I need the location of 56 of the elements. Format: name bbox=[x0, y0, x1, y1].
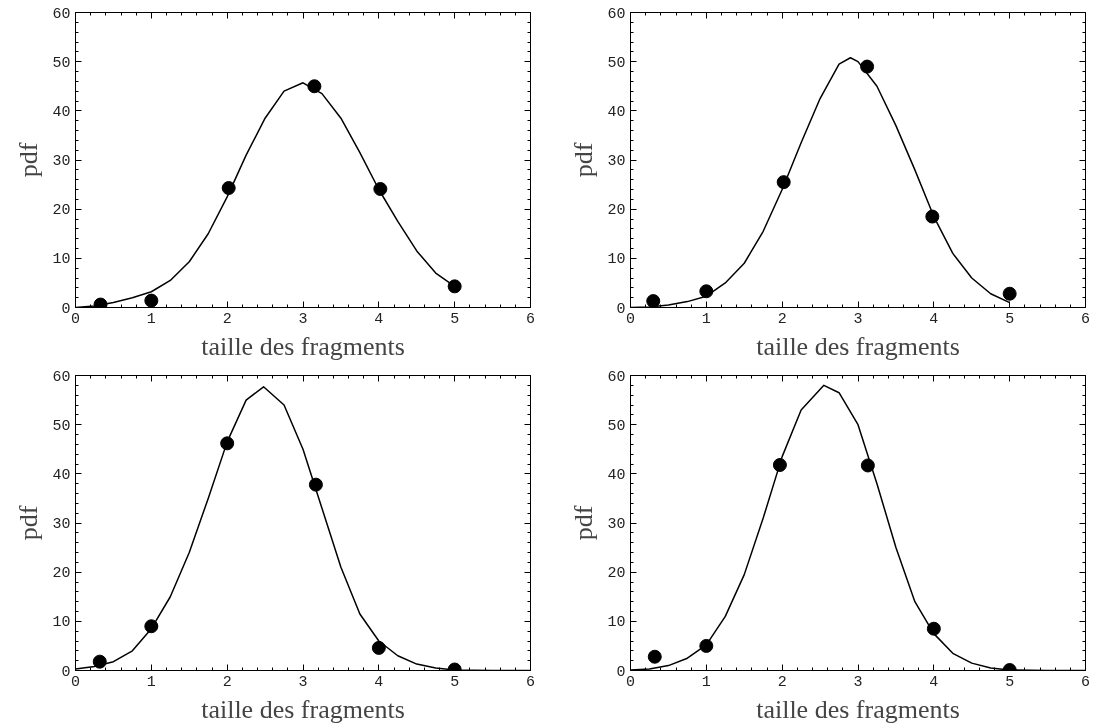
y-tick-label: 50 bbox=[607, 417, 626, 435]
x-axis-title: taille des fragments bbox=[756, 694, 960, 724]
x-tick-label: 5 bbox=[450, 673, 460, 691]
x-tick-label: 4 bbox=[929, 673, 939, 691]
x-tick-label: 1 bbox=[701, 310, 711, 328]
x-tick-label: 4 bbox=[374, 673, 384, 691]
y-tick-label: 20 bbox=[607, 202, 626, 220]
y-tick-label: 50 bbox=[607, 54, 626, 72]
y-tick-label: 10 bbox=[607, 251, 626, 269]
x-tick-label: 5 bbox=[1005, 673, 1015, 691]
x-tick-label: 4 bbox=[929, 310, 939, 328]
x-tick-label: 6 bbox=[1081, 673, 1091, 691]
y-tick-label: 30 bbox=[607, 516, 626, 533]
y-tick-label: 30 bbox=[52, 153, 71, 170]
y-tick-label: 60 bbox=[607, 5, 626, 23]
y-tick-label: 10 bbox=[52, 251, 71, 269]
y-tick-label: 30 bbox=[607, 153, 626, 170]
y-tick-label: 50 bbox=[52, 417, 71, 435]
y-tick-label: 60 bbox=[52, 368, 71, 386]
x-tick-label: 3 bbox=[853, 310, 863, 328]
x-axis-title: taille des fragments bbox=[756, 331, 960, 361]
y-tick-label: 30 bbox=[52, 516, 71, 533]
x-tick-label: 4 bbox=[374, 310, 384, 328]
x-tick-label: 6 bbox=[1081, 310, 1091, 328]
y-tick-label: 20 bbox=[607, 565, 626, 583]
x-tick-label: 2 bbox=[777, 310, 787, 328]
x-tick-label: 2 bbox=[777, 673, 787, 691]
y-tick-label: 40 bbox=[52, 103, 71, 121]
y-tick-label: 60 bbox=[52, 5, 71, 23]
x-tick-label: 2 bbox=[222, 673, 232, 691]
y-tick-label: 40 bbox=[607, 466, 626, 484]
y-axis-title: pdf bbox=[14, 505, 44, 541]
y-tick-label: 20 bbox=[52, 565, 71, 583]
x-tick-label: 3 bbox=[298, 310, 308, 328]
y-tick-label: 10 bbox=[52, 614, 71, 632]
x-tick-label: 1 bbox=[146, 310, 156, 328]
x-tick-label: 5 bbox=[450, 310, 460, 328]
y-axis-title: pdf bbox=[569, 142, 599, 178]
x-axis-title: taille des fragments bbox=[201, 694, 405, 724]
y-axis-title: pdf bbox=[14, 142, 44, 178]
y-tick-label: 50 bbox=[52, 54, 71, 72]
y-tick-label: 60 bbox=[607, 368, 626, 386]
y-axis-title: pdf bbox=[569, 505, 599, 541]
y-tick-label: 10 bbox=[607, 614, 626, 632]
x-tick-label: 3 bbox=[298, 673, 308, 691]
y-tick-label: 40 bbox=[607, 103, 626, 121]
x-tick-label: 3 bbox=[853, 673, 863, 691]
x-tick-label: 5 bbox=[1005, 310, 1015, 328]
x-tick-label: 1 bbox=[701, 673, 711, 691]
x-tick-label: 6 bbox=[526, 673, 536, 691]
x-tick-label: 2 bbox=[222, 310, 232, 328]
x-tick-label: 1 bbox=[146, 673, 156, 691]
x-tick-label: 6 bbox=[526, 310, 536, 328]
y-tick-label: 20 bbox=[52, 202, 71, 220]
x-axis-title: taille des fragments bbox=[201, 331, 405, 361]
y-tick-label: 40 bbox=[52, 466, 71, 484]
